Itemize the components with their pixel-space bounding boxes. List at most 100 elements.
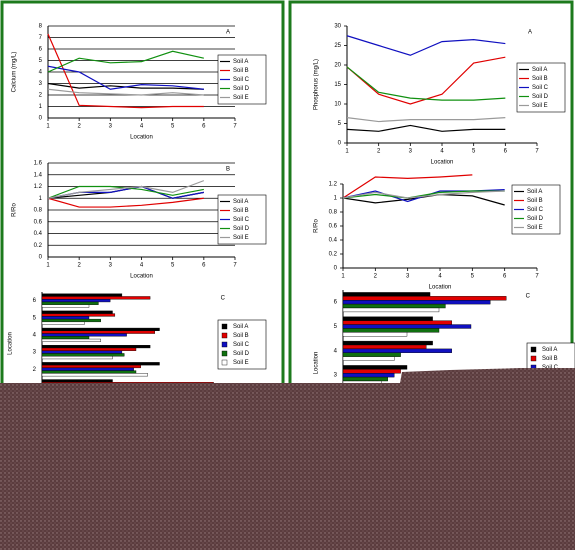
x-tick-label: 6 — [504, 149, 508, 155]
annotation: A — [528, 30, 532, 36]
y-tick-label: 25 — [334, 43, 341, 49]
annotation: A — [226, 30, 230, 36]
annotation: C — [526, 294, 531, 300]
series-line — [346, 35, 506, 56]
x-axis-label: Location — [130, 135, 153, 141]
y-tick-label: 0.6 — [329, 224, 338, 230]
series-line — [47, 88, 204, 96]
legend-swatch — [530, 346, 537, 353]
chart: B R/Ro 0 0.2 0.4 0.6 0.8 1 1.2 1.4 1.6 1 2 3 4 5 6 7 Locat… — [12, 161, 267, 280]
y-tick-label: 3 — [39, 81, 43, 87]
x-tick-label: 4 — [140, 263, 144, 269]
bar — [41, 364, 141, 369]
annotation: B — [226, 167, 230, 173]
legend-label: Soil C — [233, 342, 250, 348]
legend-label: Soil A — [233, 324, 248, 330]
bar — [342, 373, 395, 378]
x-tick-label: 2 — [377, 149, 381, 155]
legend-label: Soil D — [527, 216, 544, 222]
y-tick-label: 8 — [39, 24, 43, 30]
y-tick-label: 5 — [33, 315, 37, 321]
y-tick-label: 3 — [33, 350, 37, 356]
y-tick-label: 30 — [334, 24, 341, 30]
series-line — [346, 124, 506, 132]
y-tick-label: 5 — [338, 121, 342, 127]
bar — [41, 313, 116, 317]
legend-label: Soil C — [233, 77, 250, 83]
x-tick-label: 3 — [406, 274, 410, 280]
series-line — [346, 117, 506, 123]
bar — [342, 369, 401, 374]
y-axis-label: R/Ro — [314, 219, 320, 233]
bar — [342, 376, 388, 382]
series-line — [342, 190, 505, 199]
legend-label: Soil D — [233, 226, 250, 232]
x-tick-label: 7 — [233, 124, 237, 130]
y-tick-label: 6 — [39, 47, 43, 53]
y-tick-label: 1.4 — [34, 172, 43, 178]
x-tick-label: 6 — [503, 274, 507, 280]
x-tick-label: 1 — [341, 274, 345, 280]
y-tick-label: 0.2 — [329, 252, 338, 258]
legend-label: Soil A — [527, 189, 542, 195]
bar — [342, 307, 440, 313]
x-tick-label: 7 — [535, 274, 539, 280]
legend-label: Soil D — [532, 94, 549, 100]
y-tick-label: 4 — [334, 348, 338, 354]
bar — [342, 296, 507, 301]
annotation: C — [221, 296, 226, 302]
series-line — [47, 180, 205, 199]
y-tick-label: 5 — [334, 324, 338, 330]
y-tick-label: 0 — [39, 116, 43, 122]
y-tick-label: 0.4 — [329, 238, 338, 244]
y-tick-label: 1 — [39, 104, 43, 110]
bar — [342, 292, 431, 297]
legend-label: Soil D — [233, 351, 250, 357]
y-tick-label: 1.2 — [329, 182, 338, 188]
x-tick-label: 4 — [140, 124, 144, 130]
bar — [41, 321, 85, 325]
chart: A Phosphorus (mg/L) 0 5 10 15 20 25 30 1 2 3 4 5 6 7 Loc… — [314, 24, 566, 166]
y-tick-label: 0.8 — [34, 208, 43, 214]
bar — [342, 356, 395, 361]
bar — [41, 318, 101, 323]
x-tick-label: 2 — [77, 263, 81, 269]
legend-swatch — [221, 359, 228, 366]
bar — [342, 348, 453, 353]
bar — [41, 296, 151, 300]
bar — [41, 373, 148, 377]
bar — [41, 353, 125, 357]
x-tick-label: 5 — [171, 263, 175, 269]
y-tick-label: 0.6 — [34, 219, 43, 225]
y-tick-label: 0.2 — [34, 243, 43, 249]
bar — [41, 316, 90, 320]
legend-swatch — [530, 355, 537, 362]
bar — [342, 320, 453, 325]
y-tick-label: 1.2 — [34, 184, 43, 190]
legend-swatch — [221, 350, 228, 357]
x-tick-label: 5 — [471, 274, 475, 280]
bar — [41, 347, 137, 351]
y-tick-label: 0.8 — [329, 210, 338, 216]
x-tick-label: 3 — [109, 124, 113, 130]
bar — [41, 350, 123, 354]
series-line — [47, 50, 204, 73]
y-axis-label: Phosphorus (mg/L) — [314, 59, 320, 110]
legend-swatch — [221, 323, 228, 330]
y-axis-label: Calcium (mg/L) — [12, 52, 18, 93]
legend-label: Soil A — [233, 199, 248, 205]
bar — [41, 370, 137, 374]
x-tick-label: 3 — [109, 263, 113, 269]
charts: A Calcium (mg/L) 0 1 2 3 4 5 6 7 8 1 2 3 4 5 6 7 Location S… — [8, 24, 575, 436]
bar — [342, 316, 433, 321]
legend-label: Soil E — [233, 95, 249, 101]
bar — [41, 338, 101, 342]
y-tick-label: 1 — [39, 196, 43, 202]
y-axis-label: Location — [8, 332, 14, 355]
legend-label: Soil E — [532, 103, 548, 109]
legend-label: Soil C — [527, 207, 544, 213]
y-tick-label: 2 — [33, 367, 37, 373]
bar — [41, 310, 113, 314]
scan-overlay — [0, 368, 575, 550]
